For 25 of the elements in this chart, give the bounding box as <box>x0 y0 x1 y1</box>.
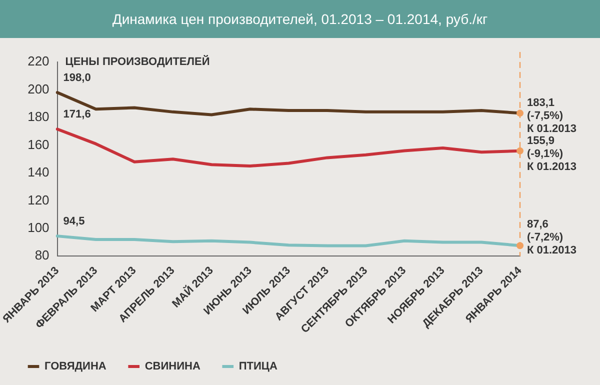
data-label: 171,6 <box>63 108 91 121</box>
annotation: К 01.2013 <box>527 244 577 257</box>
legend-label: ГОВЯДИНА <box>44 360 106 373</box>
y-tick-label: 160 <box>28 136 50 152</box>
y-tick-label: 220 <box>28 54 50 69</box>
legend-label: СВИНИНА <box>144 360 200 373</box>
chart-title: Динамика цен производителей, 01.2013 – 01.2014, руб./кг <box>0 0 600 38</box>
y-tick-label: 100 <box>28 220 50 236</box>
annotation: К 01.2013 <box>527 160 577 173</box>
data-label: 183,1 <box>527 97 555 110</box>
y-tick-label: 200 <box>28 81 50 96</box>
y-tick-label: 80 <box>34 248 50 263</box>
data-label: 155,9 <box>527 134 555 147</box>
data-label: 87,6 <box>527 218 548 231</box>
data-label: 198,0 <box>63 72 91 84</box>
annotation: (-7,5%) <box>527 110 564 122</box>
annotation: (-7,2%) <box>527 232 564 244</box>
legend-label: ПТИЦА <box>238 360 278 373</box>
annotation: К 01.2013 <box>527 123 577 136</box>
y-tick-label: 180 <box>28 109 50 124</box>
annotation: (-9,1%) <box>527 148 564 160</box>
y-tick-label: 120 <box>28 192 50 208</box>
data-label: 94,5 <box>63 216 85 228</box>
y-axis-title: ЦЕНЫ ПРОИЗВОДИТЕЛЕЙ <box>65 55 210 68</box>
y-tick-label: 140 <box>28 164 50 180</box>
